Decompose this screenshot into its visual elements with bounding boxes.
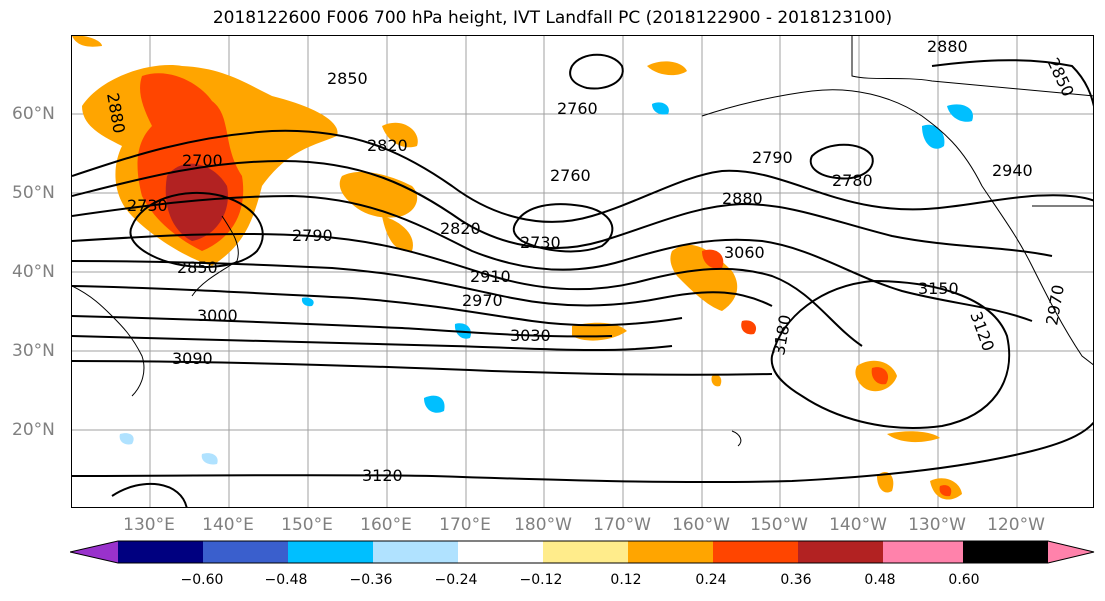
colorbar-over-arrow (1048, 541, 1094, 563)
lat-label: 50°N (12, 183, 55, 203)
contour-label: 2850 (327, 69, 368, 88)
lon-label: 130°W (908, 515, 966, 535)
contour-label: 2790 (292, 226, 333, 245)
contour-label: 2880 (927, 37, 968, 56)
ivt-negative-shading (119, 102, 973, 465)
coastlines (72, 36, 1093, 447)
contour-label: 2820 (367, 136, 408, 155)
colorbar-tick: 0.12 (610, 572, 642, 588)
colorbar-outline (70, 540, 1095, 564)
colorbar-segment (288, 541, 373, 563)
contour-label: 3000 (197, 306, 238, 325)
contour-label: 2730 (520, 233, 561, 252)
contour-label: 2760 (550, 166, 591, 185)
contour-label: 2970 (462, 291, 503, 310)
lat-label: 40°N (12, 262, 55, 282)
lon-label: 180°W (514, 515, 572, 535)
colorbar-tick: 0.36 (780, 572, 812, 588)
contour-label: 3060 (724, 243, 765, 262)
contour-label: 3150 (918, 279, 959, 298)
colorbar-segment (203, 541, 288, 563)
lon-label: 120°W (987, 515, 1045, 535)
contour-label: 3120 (362, 466, 403, 485)
colorbar-tick: −0.12 (519, 572, 563, 588)
lon-label: 160°E (360, 515, 412, 535)
colorbar-segment (543, 541, 628, 563)
lon-label: 170°E (439, 515, 491, 535)
colorbar (70, 540, 1095, 564)
lon-label: 150°W (750, 515, 808, 535)
contour-label: 2970 (1042, 283, 1068, 326)
height-contours (72, 53, 1093, 507)
colorbar-segment (798, 541, 883, 563)
lat-label: 20°N (12, 420, 55, 440)
contour-label: 2850 (177, 258, 218, 277)
ivt-positive-shading (72, 36, 962, 500)
colorbar-under-arrow (70, 541, 118, 563)
contour-label: 2780 (832, 171, 873, 190)
lon-label: 140°W (829, 515, 887, 535)
colorbar-tick: −0.36 (349, 572, 393, 588)
contour-label: 3030 (510, 326, 551, 345)
contour-label: 2730 (127, 196, 168, 215)
colorbar-segment (883, 541, 963, 563)
colorbar-tick: −0.60 (180, 572, 224, 588)
colorbar-tick: 0.60 (948, 572, 980, 588)
colorbar-tick: 0.24 (695, 572, 727, 588)
lon-label: 150°E (281, 515, 333, 535)
colorbar-segment (458, 541, 543, 563)
map-panel: 2880 2850 2760 2700 2730 2850 2820 2790 … (71, 35, 1094, 508)
colorbar-segment (713, 541, 798, 563)
lon-label: 130°E (123, 515, 175, 535)
lon-label: 170°W (593, 515, 651, 535)
lat-label: 60°N (12, 104, 55, 124)
colorbar-tick: 0.48 (864, 572, 896, 588)
map-canvas: 2880 2850 2760 2700 2730 2850 2820 2790 … (72, 36, 1093, 507)
colorbar-tick: −0.24 (434, 572, 478, 588)
contour-label: 2910 (470, 267, 511, 286)
contour-label: 2880 (722, 189, 763, 208)
colorbar-segment (963, 541, 1048, 563)
map-title: 2018122600 F006 700 hPa height, IVT Land… (212, 8, 893, 28)
colorbar-segment (118, 541, 203, 563)
contour-label: 2850 (1043, 55, 1077, 100)
contour-label: 3180 (769, 313, 795, 356)
contour-label: 2760 (557, 99, 598, 118)
lon-label: 140°E (202, 515, 254, 535)
contour-label: 2940 (992, 161, 1033, 180)
contour-label: 2820 (440, 219, 481, 238)
colorbar-tick: −0.48 (264, 572, 308, 588)
contour-label: 3090 (172, 349, 213, 368)
contour-label: 2700 (182, 151, 223, 170)
colorbar-segment (628, 541, 713, 563)
colorbar-segment (373, 541, 458, 563)
contour-label: 2790 (752, 148, 793, 167)
lat-label: 30°N (12, 341, 55, 361)
lon-label: 160°W (672, 515, 730, 535)
